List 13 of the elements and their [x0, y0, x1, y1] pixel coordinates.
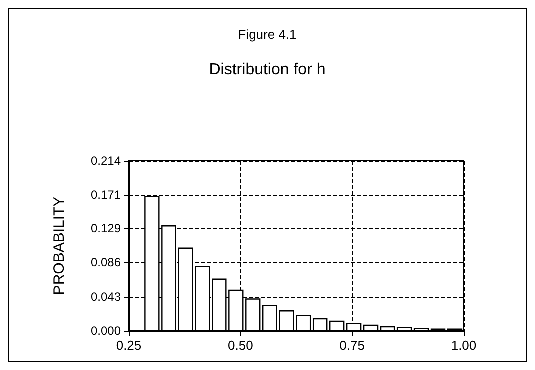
y-tick-label: 0.171: [90, 188, 122, 202]
y-tick-label: 0.000: [90, 324, 122, 338]
x-tick-label: 0.50: [228, 338, 254, 353]
y-tick-label: 0.214: [90, 154, 122, 168]
y-axis-title: PROBABILITY: [51, 196, 68, 296]
y-tick-label: 0.086: [90, 256, 122, 270]
chart-subtitle: Distribution for h: [209, 62, 326, 78]
y-tick-label: 0.129: [90, 222, 122, 236]
chart-title: Figure 4.1: [238, 27, 297, 42]
y-tick-label: 0.043: [90, 290, 122, 304]
x-tick-label: 0.25: [116, 338, 142, 353]
x-tick-label: 0.75: [340, 338, 365, 353]
x-tick-label: 1.00: [451, 338, 477, 353]
